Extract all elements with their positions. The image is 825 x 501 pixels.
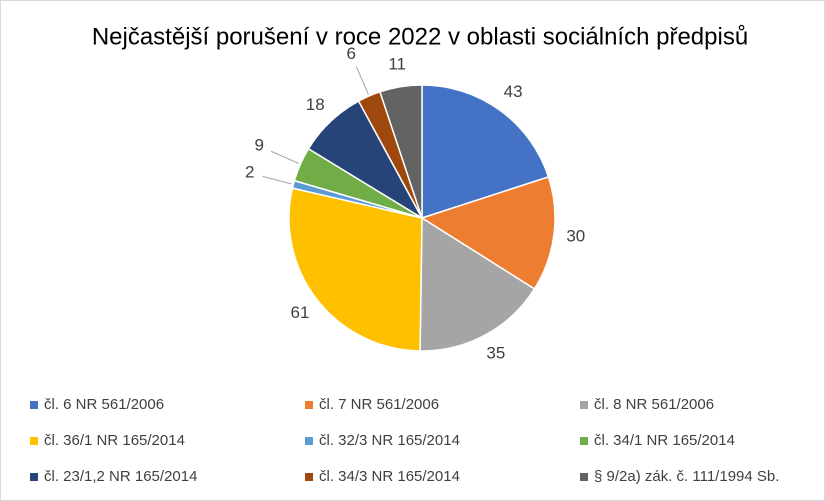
pie-slice (420, 175, 556, 290)
data-label: 6 (346, 44, 355, 63)
pie-slice (288, 187, 423, 352)
legend-swatch (30, 437, 38, 445)
legend-swatch (580, 473, 588, 481)
leader-line (270, 150, 299, 164)
legend-swatch (30, 473, 38, 481)
data-label: 35 (486, 344, 505, 363)
leader-line (355, 66, 369, 95)
chart-title: Nejčastější porušení v roce 2022 v oblas… (92, 23, 748, 50)
legend-label: čl. 7 NR 561/2006 (319, 396, 439, 413)
legend-label: čl. 34/1 NR 165/2014 (594, 432, 735, 449)
legend-label: čl. 23/1,2 NR 165/2014 (44, 468, 197, 485)
legend-label: čl. 36/1 NR 165/2014 (44, 432, 185, 449)
pie-slice (379, 84, 423, 219)
legend-swatch (580, 437, 588, 445)
legend-label: čl. 8 NR 561/2006 (594, 396, 714, 413)
legend-label: čl. 32/3 NR 165/2014 (319, 432, 460, 449)
data-label: 9 (254, 135, 263, 154)
legend-label: čl. 6 NR 561/2006 (44, 396, 164, 413)
legend-swatch (305, 473, 313, 481)
pie-slice (419, 216, 536, 352)
data-label: 11 (388, 54, 406, 73)
legend-swatch (30, 401, 38, 409)
leader-line (262, 175, 292, 185)
legend-swatch (580, 401, 588, 409)
data-label: 43 (504, 82, 523, 101)
data-label: 61 (291, 303, 310, 322)
data-label: 18 (306, 95, 325, 114)
legend-label: § 9/2a) zák. č. 111/1994 Sb. (594, 468, 779, 485)
pie-slice (421, 84, 550, 220)
legend-swatch (305, 401, 313, 409)
legend-label: čl. 34/3 NR 165/2014 (319, 468, 460, 485)
data-label: 30 (566, 227, 585, 246)
legend-swatch (305, 437, 313, 445)
data-label: 2 (245, 162, 254, 181)
